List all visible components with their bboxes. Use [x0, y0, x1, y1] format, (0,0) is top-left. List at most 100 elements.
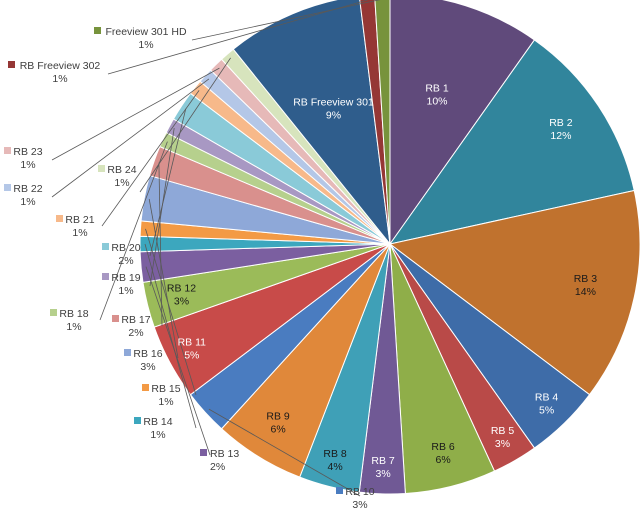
- label-value: 2%: [128, 327, 143, 339]
- label-name: RB 9: [266, 411, 290, 423]
- pie-slices: [139, 0, 640, 495]
- label-name: RB 3: [574, 273, 598, 285]
- key-rb-20: [102, 243, 109, 250]
- label-rb-21: RB 21 1%: [65, 214, 94, 239]
- label-rb-6: RB 6 6%: [431, 441, 455, 466]
- label-value: 4%: [328, 461, 343, 473]
- leader-rb-16: [148, 198, 179, 359]
- label-rb-15: RB 15 1%: [151, 383, 180, 408]
- label-rb-22: RB 22 1%: [13, 183, 42, 208]
- label-name: RB 15: [151, 383, 180, 395]
- key-rb-19: [102, 273, 109, 280]
- slice-labels: RB 1 10%RB 2 12%RB 3 14%RB 4 5%RB 5 3%RB 6 6%R…: [4, 26, 597, 511]
- label-value: 1%: [20, 196, 35, 208]
- leader-rb-23: [51, 67, 220, 161]
- label-name: RB 5: [491, 425, 515, 437]
- slice-rb-2: [388, 39, 635, 245]
- label-value: 1%: [66, 321, 81, 333]
- label-value: 1%: [158, 396, 173, 408]
- key-rb-15: [142, 384, 149, 391]
- leader-rb-22: [51, 78, 210, 198]
- label-value: 3%: [352, 499, 367, 511]
- leader-rb-15: [145, 228, 197, 396]
- label-rb-4: RB 4 5%: [535, 392, 559, 417]
- label-rb-19: RB 19 1%: [111, 272, 140, 297]
- label-name: RB 18: [59, 308, 88, 320]
- label-name: RB 19: [111, 272, 140, 284]
- label-rb-18: RB 18 1%: [59, 308, 88, 333]
- key-rb-21: [56, 215, 63, 222]
- key-rb-10: [336, 487, 343, 494]
- label-name: RB 11: [178, 336, 207, 348]
- key-rb-18: [50, 309, 57, 316]
- leader-rb-24: [139, 57, 231, 193]
- label-rb-13: RB 13 2%: [210, 448, 239, 473]
- label-name: RB 16: [133, 348, 162, 360]
- label-rb-20: RB 20 2%: [111, 242, 140, 267]
- label-value: 3%: [376, 468, 391, 480]
- label-value: 6%: [271, 424, 286, 436]
- label-value: 2%: [210, 461, 225, 473]
- label-rb-9: RB 9 6%: [266, 411, 290, 436]
- label-rb-14: RB 14 1%: [143, 416, 172, 441]
- label-value: 9%: [326, 110, 341, 122]
- label-name: RB 20: [111, 242, 140, 254]
- label-name: RB 13: [210, 448, 239, 460]
- label-name: RB 6: [431, 441, 455, 453]
- label-value: 1%: [72, 227, 87, 239]
- key-rb-16: [124, 349, 131, 356]
- label-name: RB 22: [13, 183, 42, 195]
- label-value: 5%: [184, 349, 199, 361]
- key-rb-24: [98, 165, 105, 172]
- label-rb-11: RB 11 5%: [178, 336, 207, 361]
- label-name: RB Freeview 302: [20, 60, 101, 72]
- key-rb-23: [4, 147, 11, 154]
- label-value: 5%: [539, 405, 554, 417]
- label-value: 10%: [426, 95, 447, 107]
- label-value: 12%: [550, 130, 571, 142]
- label-value: 1%: [20, 159, 35, 171]
- label-name: RB 10: [345, 486, 374, 498]
- label-rb-freeview-302: RB Freeview 302 1%: [20, 60, 101, 85]
- label-name: RB 7: [371, 455, 395, 467]
- label-rb-1: RB 1 10%: [425, 82, 449, 107]
- label-value: 2%: [118, 255, 133, 267]
- key-freeview-301-hd: [94, 27, 101, 34]
- label-value: 1%: [138, 39, 153, 51]
- leader-rb-17: [158, 162, 163, 327]
- label-value: 3%: [174, 295, 189, 307]
- label-rb-23: RB 23 1%: [13, 146, 42, 171]
- label-rb-5: RB 5 3%: [491, 425, 515, 450]
- label-rb-24: RB 24 1%: [107, 164, 136, 189]
- slice-rb-3: [388, 189, 640, 396]
- label-name: RB Freeview 301: [293, 97, 374, 109]
- leader-rb-13: [145, 266, 211, 456]
- label-value: 1%: [114, 177, 129, 189]
- label-value: 1%: [52, 73, 67, 85]
- label-name: Freeview 301 HD: [105, 26, 187, 38]
- label-value: 1%: [150, 429, 165, 441]
- label-name: RB 12: [167, 282, 196, 294]
- label-rb-17: RB 17 2%: [121, 314, 150, 339]
- label-rb-12: RB 12 3%: [167, 282, 196, 307]
- label-rb-16: RB 16 3%: [133, 348, 162, 373]
- leader-rb-21: [101, 90, 200, 227]
- key-rb-13: [200, 449, 207, 456]
- label-rb-7: RB 7 3%: [371, 455, 395, 480]
- label-name: RB 21: [65, 214, 94, 226]
- key-rb-17: [112, 315, 119, 322]
- leader-rb-14: [144, 243, 197, 429]
- key-rb-freeview-302: [8, 61, 15, 68]
- label-rb-2: RB 2 12%: [549, 117, 573, 142]
- slice-rb-freeview-302: [359, 0, 391, 245]
- label-rb-10: RB 10 3%: [345, 486, 374, 511]
- label-name: RB 8: [323, 448, 347, 460]
- label-freeview-301-hd: Freeview 301 HD 1%: [105, 26, 187, 51]
- slice-rb-freeview-301: [232, 0, 391, 246]
- leader-lines: [51, 0, 381, 497]
- label-rb-8: RB 8 4%: [323, 448, 347, 473]
- label-name: RB 1: [425, 82, 449, 94]
- label-name: RB 24: [107, 164, 136, 176]
- label-name: RB 17: [121, 314, 150, 326]
